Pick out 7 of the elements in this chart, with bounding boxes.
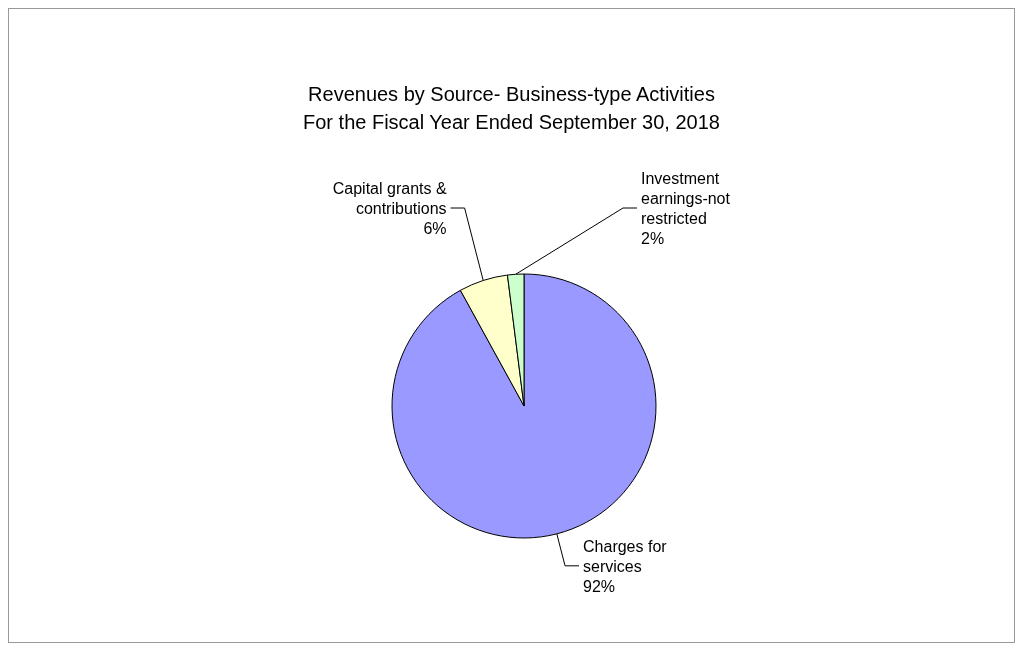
data-label: 6% [423, 220, 447, 237]
slice-label: Investment earnings-not restricted [641, 170, 731, 227]
chart-title: Revenues by Source- Business-type Activities For the Fiscal Year Ended September 30, 2018 [303, 83, 720, 133]
slice-label: Capital grants & contributions [332, 180, 447, 217]
data-label: 92% [583, 577, 616, 595]
data-label: 2% [641, 230, 665, 247]
slice-label: Charges for services [583, 537, 668, 575]
